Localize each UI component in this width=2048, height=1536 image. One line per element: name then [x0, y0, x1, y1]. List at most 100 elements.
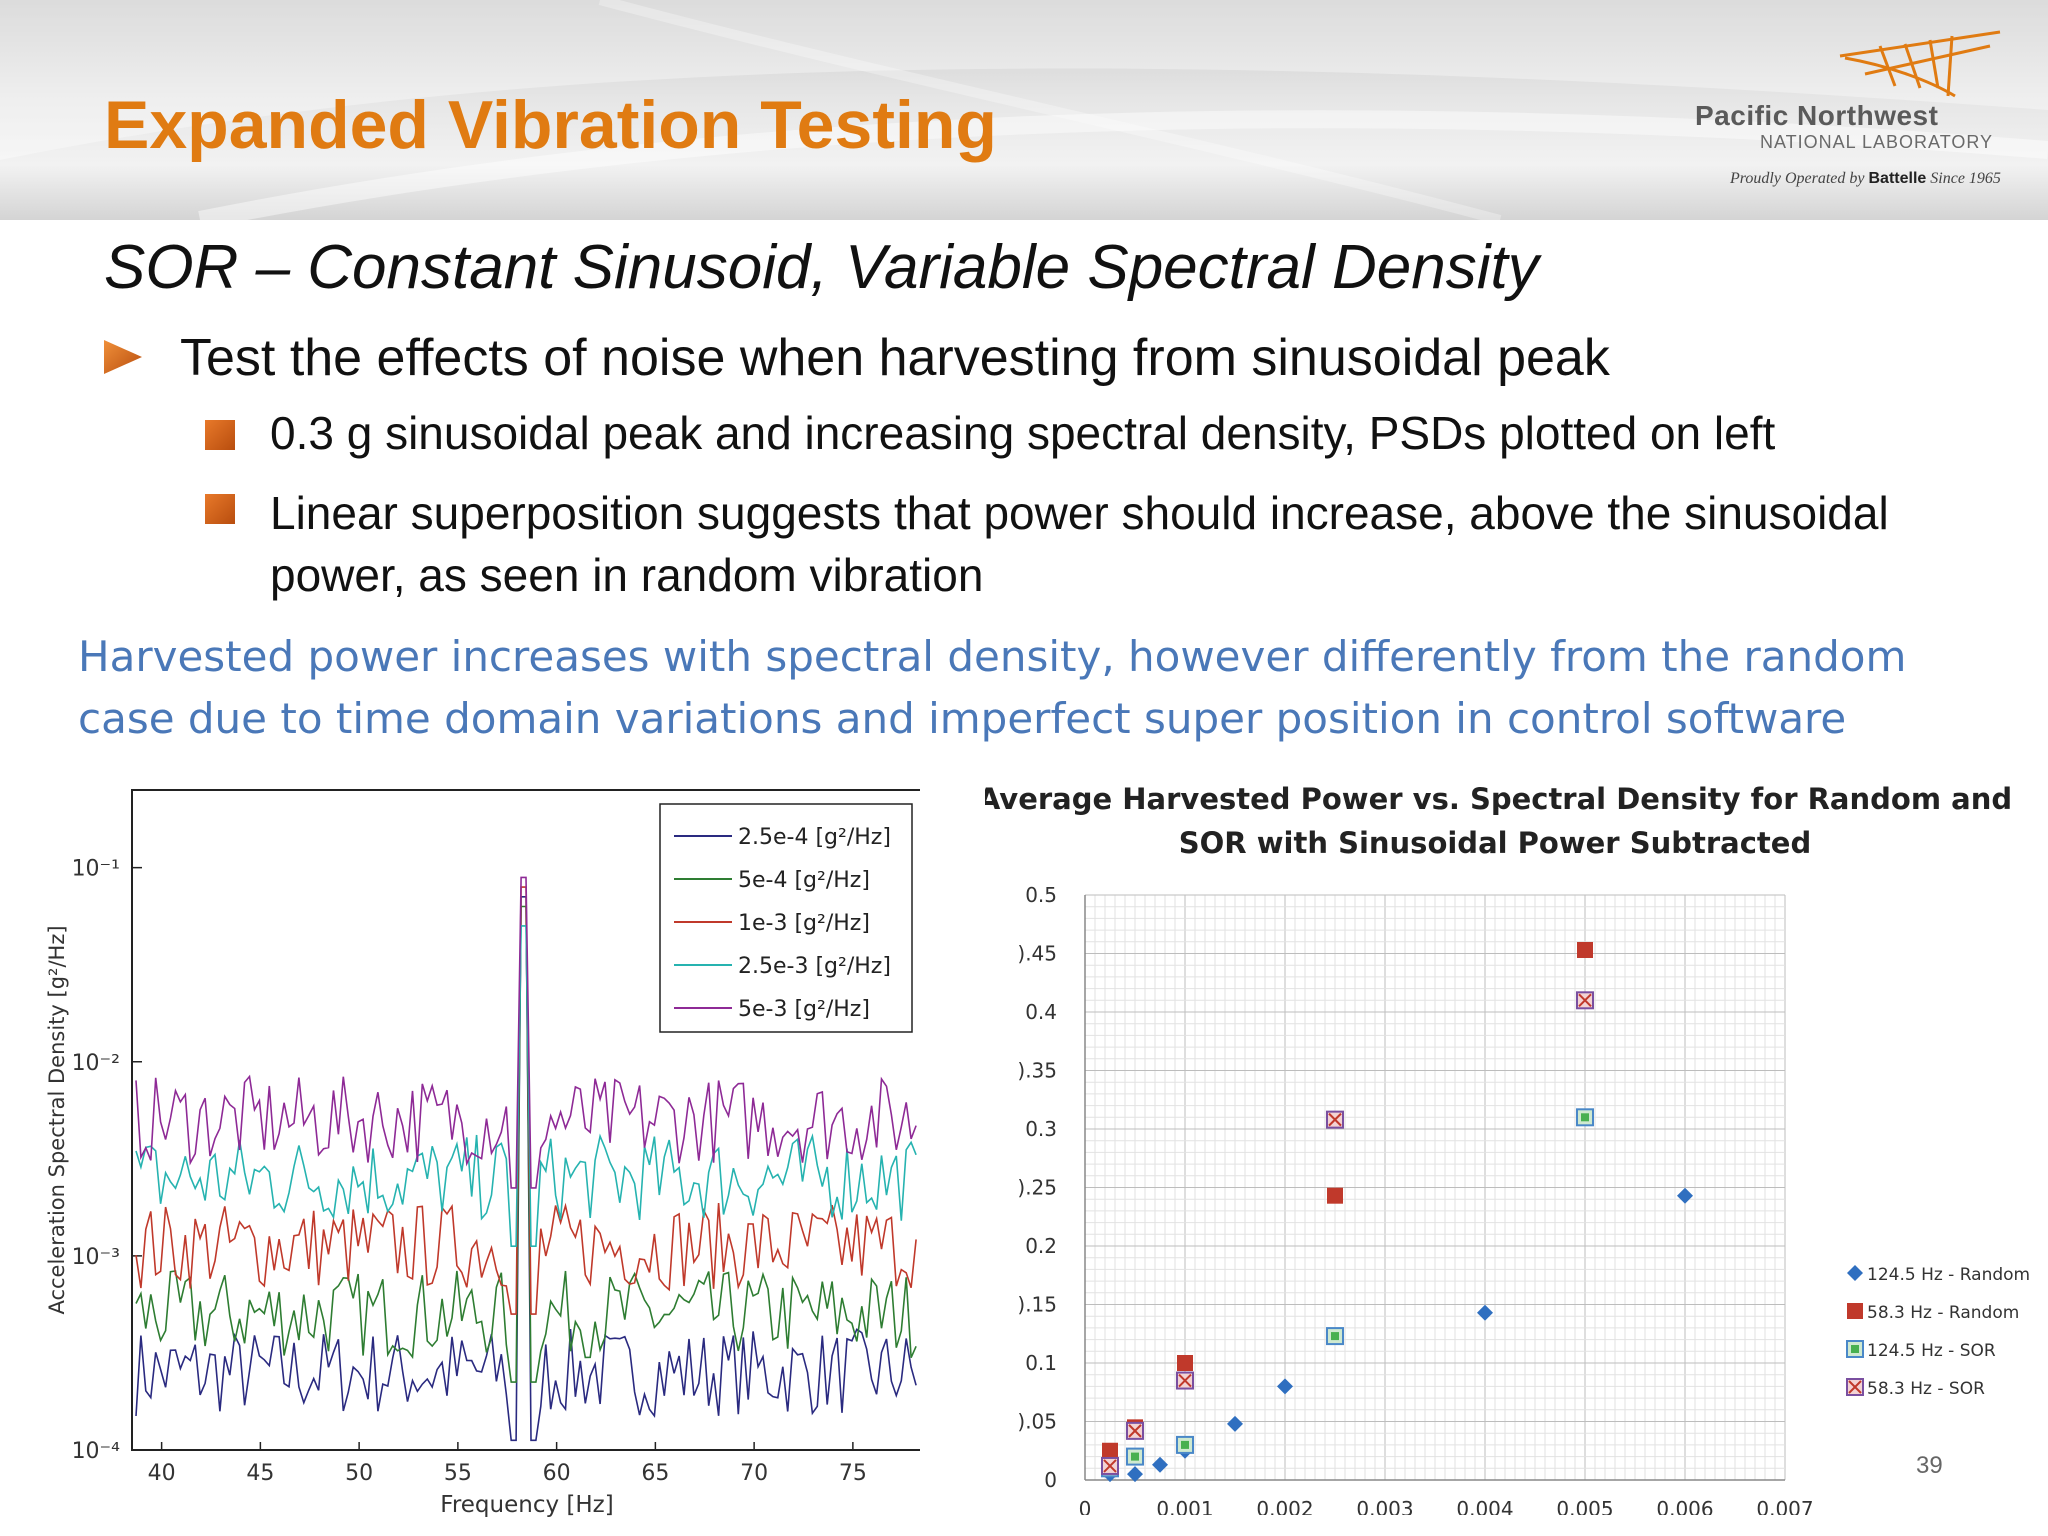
psd-x-tick-label: 45 [246, 1461, 274, 1486]
scatter-y-tick-label: ).15 [1017, 1293, 1057, 1317]
scatter-point [1576, 991, 1594, 1010]
psd-legend-label: 5e-4 [g²/Hz] [738, 868, 870, 893]
scatter-y-tick-label: 0.4 [1025, 1000, 1057, 1024]
logo-tag-suffix: Since 1965 [1930, 170, 2001, 187]
triangle-bullet-icon [104, 340, 142, 374]
scatter-legend-marker [1847, 1303, 1863, 1319]
psd-legend-label: 5e-3 [g²/Hz] [738, 997, 870, 1022]
scatter-y-tick-label: ).05 [1017, 1410, 1057, 1434]
psd-x-tick-label: 55 [444, 1461, 472, 1486]
psd-x-tick-label: 60 [543, 1461, 571, 1486]
psd-x-tick-label: 40 [148, 1461, 176, 1486]
psd-x-tick-label: 50 [345, 1461, 373, 1486]
scatter-point [1277, 1378, 1293, 1395]
scatter-y-tick-label: 0.1 [1025, 1351, 1057, 1375]
psd-legend-label: 2.5e-4 [g²/Hz] [738, 825, 891, 850]
scatter-x-tick-label: 0.002 [1256, 1497, 1313, 1515]
logo-tagline: Proudly Operated by Battelle Since 1965 [1730, 170, 2001, 188]
slide-header [0, 0, 2048, 220]
boxed-x-marker-cross [1128, 1424, 1142, 1438]
bullet-sub-2: Linear superposition suggests that power… [270, 487, 1889, 601]
boxed-x-marker-cross [1103, 1459, 1117, 1473]
scatter-y-tick-label: 0.3 [1025, 1117, 1057, 1141]
scatter-point [1577, 941, 1593, 958]
scatter-x-tick-label: 0.001 [1156, 1497, 1213, 1515]
square-marker [1177, 1355, 1193, 1371]
scatter-x-tick-label: 0.004 [1456, 1497, 1513, 1515]
square-marker [1102, 1442, 1118, 1459]
psd-series-line [135, 876, 917, 1189]
scatter-point [1101, 1456, 1119, 1475]
psd-x-tick-label: 65 [641, 1461, 669, 1486]
scatter-y-tick-label: 0.2 [1025, 1234, 1057, 1258]
scatter-point [1176, 1371, 1194, 1390]
logo-tag-prefix: Proudly Operated by [1730, 170, 1865, 187]
diamond-marker [1847, 1265, 1863, 1281]
boxed-square-marker-inner [1181, 1440, 1189, 1449]
scatter-y-tick-label: ).35 [1017, 1059, 1057, 1083]
scatter-title-line-1: Average Harvested Power vs. Spectral Den… [985, 782, 2012, 816]
scatter-x-tick-label: 0.007 [1756, 1497, 1813, 1515]
psd-x-tick-label: 75 [839, 1461, 867, 1486]
boxed-x-marker-cross [1578, 993, 1592, 1008]
pnnl-logo-icon [1839, 30, 2001, 98]
bullet-sub-1: 0.3 g sinusoidal peak and increasing spe… [270, 407, 1776, 459]
scatter-point [1127, 1466, 1143, 1483]
psd-y-tick-label: 10⁻² [72, 1051, 120, 1076]
page-number: 39 [1916, 1452, 1943, 1479]
scatter-point [1326, 1327, 1344, 1346]
power-scatter-chart: Average Harvested Power vs. Spectral Den… [985, 782, 2030, 1515]
boxed-square-marker-inner [1131, 1452, 1139, 1461]
diamond-marker [1677, 1187, 1693, 1204]
boxed-square-marker-inner [1581, 1113, 1589, 1122]
scatter-legend-marker [1847, 1265, 1863, 1281]
summary-note: Harvested power increases with spectral … [78, 626, 1978, 750]
boxed-x-marker-cross [1178, 1373, 1192, 1388]
psd-chart: 40 45 50 55 60 65 70 75 10⁻¹ 10⁻² 10⁻³ 10⁻⁴ Frequenc… [45, 789, 920, 1518]
summary-note-line-1: Harvested power increases with spectral … [78, 632, 1907, 681]
scatter-legend-marker [1846, 1378, 1864, 1396]
psd-y-tick-label: 10⁻¹ [72, 857, 120, 882]
slide-subtitle: SOR – Constant Sinusoid, Variable Spectr… [104, 233, 1539, 302]
psd-x-axis-label: Frequency [Hz] [440, 1492, 613, 1518]
scatter-legend-label: 124.5 Hz - SOR [1867, 1341, 1996, 1361]
scatter-point [1677, 1187, 1693, 1204]
psd-y-axis-label: Acceleration Spectral Density [g²/Hz] [45, 925, 69, 1314]
scatter-title-line-2: SOR with Sinusoidal Power Subtracted [1179, 826, 1811, 860]
scatter-x-tick-label: 0.006 [1656, 1497, 1713, 1515]
scatter-legend-label: 58.3 Hz - Random [1867, 1303, 2019, 1323]
scatter-x-tick-label: 0 [1079, 1497, 1092, 1515]
scatter-point [1576, 1108, 1594, 1127]
square-marker [1577, 941, 1593, 958]
summary-note-line-2: case due to time domain variations and i… [78, 694, 1847, 743]
psd-legend-label: 2.5e-3 [g²/Hz] [738, 954, 891, 979]
bullet-main: Test the effects of noise when harvestin… [180, 329, 1610, 387]
square-marker [1327, 1187, 1343, 1204]
diamond-marker [1477, 1304, 1493, 1321]
psd-legend-box [659, 803, 913, 1033]
boxed-x-marker-cross [1848, 1380, 1862, 1394]
logo-subtitle: NATIONAL LABORATORY [1760, 132, 1994, 152]
boxed-square-marker-inner [1331, 1332, 1339, 1341]
scatter-point [1177, 1355, 1193, 1371]
boxed-x-marker-cross [1328, 1112, 1342, 1127]
logo-name: Pacific Northwest [1695, 100, 1939, 131]
scatter-point [1227, 1415, 1243, 1432]
scatter-y-tick-label: 0.5 [1025, 883, 1057, 907]
scatter-point [1152, 1456, 1168, 1473]
scatter-point [1327, 1187, 1343, 1204]
scatter-point [1126, 1447, 1144, 1466]
psd-y-tick-label: 10⁻⁴ [72, 1439, 121, 1464]
scatter-point [1176, 1435, 1194, 1454]
scatter-point [1326, 1110, 1344, 1129]
scatter-point [1102, 1442, 1118, 1459]
scatter-legend-label: 58.3 Hz - SOR [1867, 1379, 1985, 1399]
scatter-point [1126, 1421, 1144, 1440]
scatter-legend-label: 124.5 Hz - Random [1867, 1265, 2030, 1285]
header-swoosh-graphic [0, 0, 2048, 220]
square-marker [1847, 1303, 1863, 1319]
diamond-marker [1277, 1378, 1293, 1395]
scatter-x-tick-label: 0.005 [1556, 1497, 1613, 1515]
square-bullet-icon [205, 494, 235, 524]
diamond-marker [1127, 1466, 1143, 1483]
